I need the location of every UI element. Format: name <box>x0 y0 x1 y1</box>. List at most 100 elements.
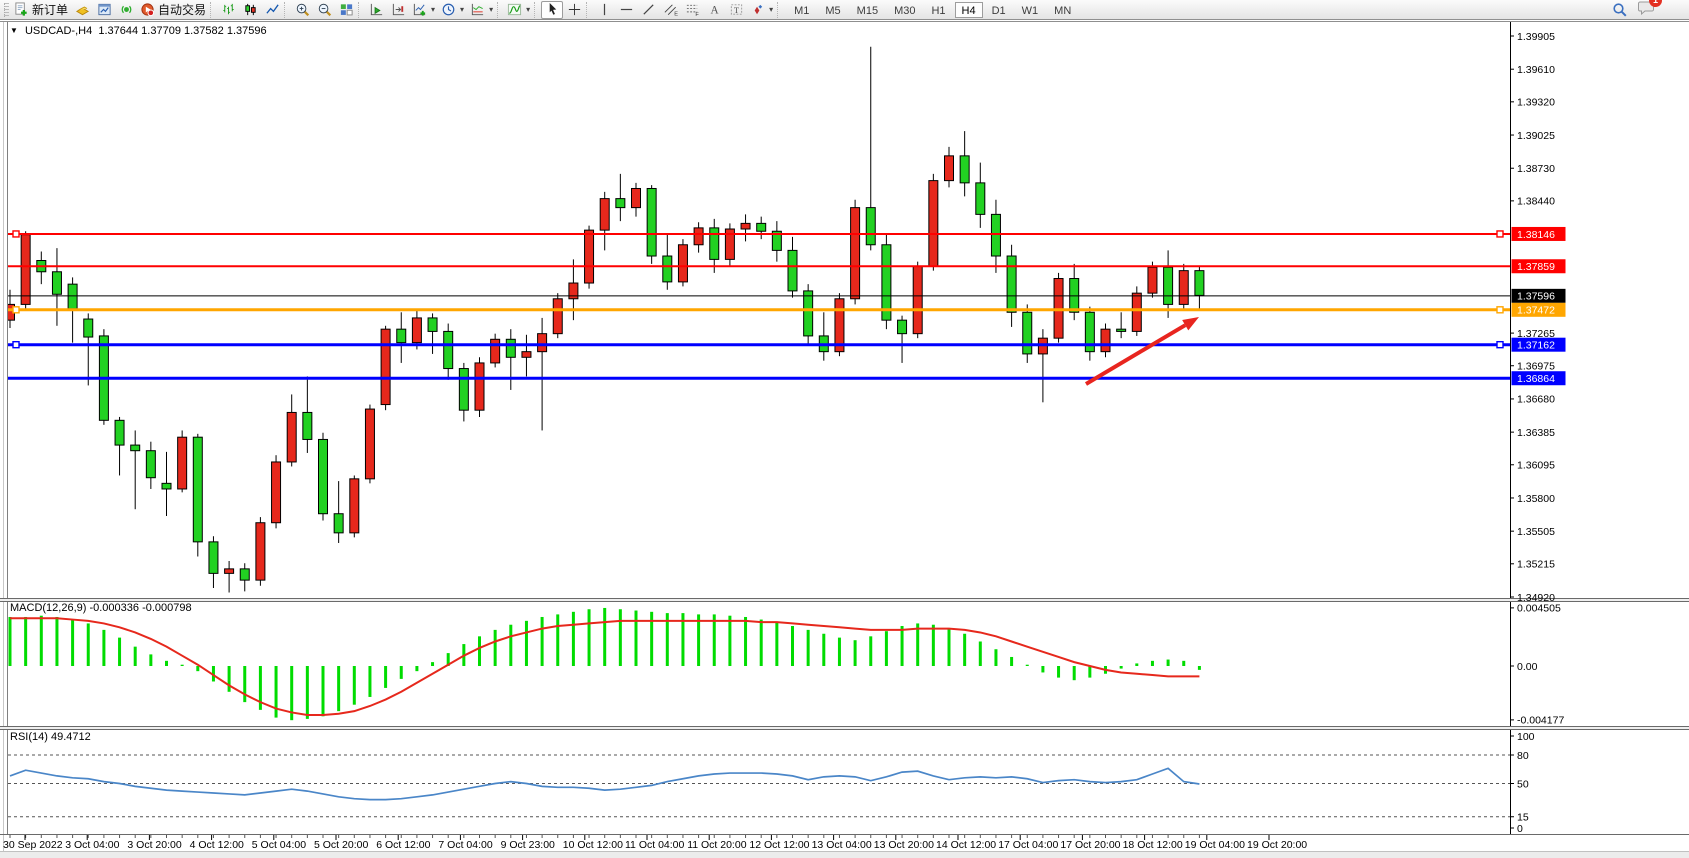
candlestick-chart-icon <box>244 3 256 16</box>
macd-bar <box>931 624 935 666</box>
pane-separator[interactable] <box>0 598 1689 602</box>
macd-tick-label: 0.004505 <box>1517 603 1561 615</box>
timeframe-M1[interactable]: M1 <box>794 4 810 17</box>
indicators-button[interactable] <box>504 1 533 19</box>
horizontal-line-icon <box>620 8 632 11</box>
line-chart-icon <box>265 4 279 14</box>
timeframe-MN[interactable]: MN <box>1054 4 1072 17</box>
hline-handle[interactable] <box>1496 230 1504 238</box>
macd-bar <box>290 666 294 721</box>
horizontal-line-tool-button[interactable] <box>615 1 637 19</box>
candle-bull <box>1178 270 1189 305</box>
toolbar-separator <box>777 1 781 18</box>
candle-bull <box>521 351 532 358</box>
fibonacci-icon: F <box>686 4 699 17</box>
tile-windows-button[interactable] <box>335 1 357 19</box>
cursor-tool-button[interactable] <box>541 0 564 19</box>
macd-bar <box>118 637 122 666</box>
timeframe-H4[interactable]: H4 <box>954 1 983 18</box>
timeframe-M5[interactable]: M5 <box>825 4 841 17</box>
zoom-in-button[interactable] <box>291 1 313 19</box>
chart-window-button[interactable] <box>93 1 115 19</box>
price-tick-label: 1.36385 <box>1517 427 1555 439</box>
channel-tool-button[interactable]: E <box>659 1 681 19</box>
text-tool-button[interactable]: A <box>703 1 725 19</box>
candle-bear <box>787 249 798 292</box>
notifications-button[interactable]: 1 <box>1638 0 1662 20</box>
vertical-line-tool-button[interactable] <box>593 1 615 19</box>
arrow-head[interactable] <box>1182 317 1199 331</box>
timeframe-M30[interactable]: M30 <box>894 4 916 17</box>
macd-bar <box>556 614 560 666</box>
date-label: 4 Oct 12:00 <box>190 839 244 851</box>
notification-badge: 1 <box>1649 0 1662 7</box>
auto-scroll-button[interactable] <box>365 1 387 19</box>
arrow-shaft[interactable] <box>1084 323 1187 386</box>
new-order-icon <box>15 2 27 16</box>
candle-bear <box>897 319 908 335</box>
chevron-down-icon[interactable]: ▼ <box>10 26 18 35</box>
bar-chart-button[interactable] <box>217 1 239 19</box>
candle-bear <box>458 368 469 411</box>
timeframe-M15[interactable]: M15 <box>856 4 879 17</box>
zoom-out-button[interactable] <box>313 1 335 19</box>
new-chart-button[interactable] <box>409 1 438 19</box>
toolbar-separator <box>210 1 214 18</box>
macd-bar <box>399 666 403 679</box>
text-label-icon: T <box>730 4 742 15</box>
candle-bull <box>364 408 375 480</box>
macd-bar <box>1166 659 1170 666</box>
candle-bear <box>145 450 156 479</box>
hline-handle[interactable] <box>12 306 20 314</box>
hline-handle[interactable] <box>12 230 20 238</box>
date-label: 11 Oct 04:00 <box>625 839 685 851</box>
macd-bar <box>446 653 450 666</box>
autotrade-icon <box>141 3 155 17</box>
fibonacci-tool-button[interactable]: F <box>681 1 703 19</box>
market-watch-button[interactable] <box>71 1 93 19</box>
label-tool-button[interactable]: T <box>725 1 747 19</box>
timeframe-D1[interactable]: D1 <box>991 4 1006 17</box>
text-icon: A <box>710 5 719 17</box>
new-chart-icon <box>413 3 426 16</box>
price-tick-label: 1.37265 <box>1517 328 1555 340</box>
chart-shift-button[interactable] <box>387 1 409 19</box>
timeframe-H1[interactable]: H1 <box>931 4 946 17</box>
templates-button[interactable] <box>467 1 496 19</box>
timeframe-W1[interactable]: W1 <box>1021 4 1039 17</box>
date-label: 5 Oct 04:00 <box>252 839 306 851</box>
new-order-button[interactable]: 新订单 <box>11 1 71 19</box>
toolbar-grip[interactable] <box>4 2 9 17</box>
macd-bar <box>1150 660 1154 666</box>
date-label: 9 Oct 23:00 <box>501 839 555 851</box>
annotation-arrow <box>1084 317 1199 386</box>
hline-handle[interactable] <box>1496 340 1504 349</box>
hline-handle[interactable] <box>1496 306 1504 314</box>
macd-bar <box>697 614 701 666</box>
crosshair-tool-button[interactable] <box>563 1 585 19</box>
autotrade-button[interactable]: 自动交易 <box>137 1 209 19</box>
trendline-tool-button[interactable] <box>637 1 659 19</box>
line-chart-button[interactable] <box>261 1 283 19</box>
market-watch-icon <box>75 6 89 16</box>
search-icon[interactable] <box>1612 2 1628 18</box>
macd-bar <box>634 610 638 666</box>
periods-button[interactable] <box>438 1 467 19</box>
price-tick-label: 1.39320 <box>1517 97 1555 109</box>
candle-bull <box>724 228 735 260</box>
price-label-text: 1.37162 <box>1517 339 1555 351</box>
macd-bar <box>337 666 341 712</box>
hline-handle[interactable] <box>12 340 20 349</box>
candle-bear <box>396 328 407 344</box>
chart-background <box>0 20 1689 858</box>
bar-chart-icon <box>222 3 234 15</box>
trendline-icon <box>642 4 654 15</box>
signals-button[interactable] <box>115 1 137 19</box>
candle-bull <box>474 362 485 411</box>
pane-separator[interactable] <box>0 726 1689 730</box>
toolbar-separator <box>284 1 288 18</box>
arrows-tool-button[interactable] <box>747 1 776 19</box>
candlestick-chart-button[interactable] <box>239 1 261 19</box>
crosshair-icon <box>568 3 580 16</box>
macd-bar <box>759 619 763 666</box>
